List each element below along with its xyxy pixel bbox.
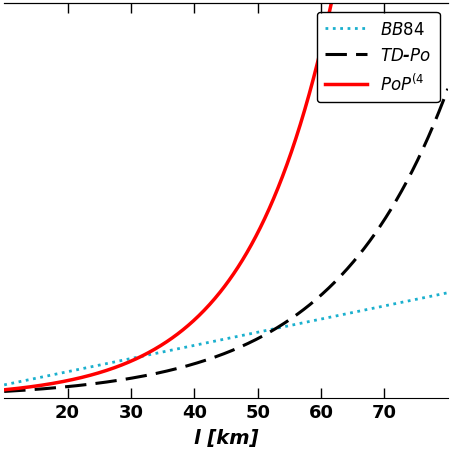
$\mathit{TD}$-$\mathit{Po}$ — [212, 354, 217, 360]
$\mathit{BB84}$ — [214, 338, 220, 344]
$\mathit{TD}$-$\mathit{Po}$ — [214, 354, 220, 359]
$\mathit{BB84}$ — [212, 339, 217, 344]
$\mathit{TD}$-$\mathit{Po}$ — [241, 343, 246, 348]
$\mathit{TD}$-$\mathit{Po}$ — [364, 241, 370, 247]
$\mathit{BB84}$ — [433, 293, 439, 298]
$\mathit{BB84}$ — [241, 332, 246, 338]
$\mathit{BB84}$ — [364, 307, 370, 313]
$\mathit{BB84}$ — [444, 290, 450, 296]
$\mathit{PoP}^{(4}$ — [265, 209, 270, 214]
Legend: $\mathit{BB84}$, $\mathit{TD}$-$\mathit{Po}$, $\mathit{PoP}^{(4}$: $\mathit{BB84}$, $\mathit{TD}$-$\mathit{… — [316, 13, 438, 103]
$\mathit{PoP}^{(4}$ — [212, 296, 217, 302]
$\mathit{TD}$-$\mathit{Po}$ — [444, 87, 450, 92]
Line: $\mathit{PoP}^{(4}$: $\mathit{PoP}^{(4}$ — [4, 0, 447, 390]
$\mathit{PoP}^{(4}$ — [241, 255, 246, 260]
$\mathit{PoP}^{(4}$ — [1, 387, 7, 393]
Line: $\mathit{BB84}$: $\mathit{BB84}$ — [4, 293, 447, 385]
$\mathit{TD}$-$\mathit{Po}$ — [433, 114, 439, 120]
$\mathit{PoP}^{(4}$ — [214, 293, 220, 298]
$\mathit{TD}$-$\mathit{Po}$ — [265, 331, 270, 336]
$\mathit{BB84}$ — [265, 327, 270, 333]
$\mathit{TD}$-$\mathit{Po}$ — [1, 389, 7, 394]
$\mathit{BB84}$ — [1, 382, 7, 388]
Line: $\mathit{TD}$-$\mathit{Po}$: $\mathit{TD}$-$\mathit{Po}$ — [4, 90, 447, 391]
X-axis label: l [km]: l [km] — [193, 428, 258, 447]
